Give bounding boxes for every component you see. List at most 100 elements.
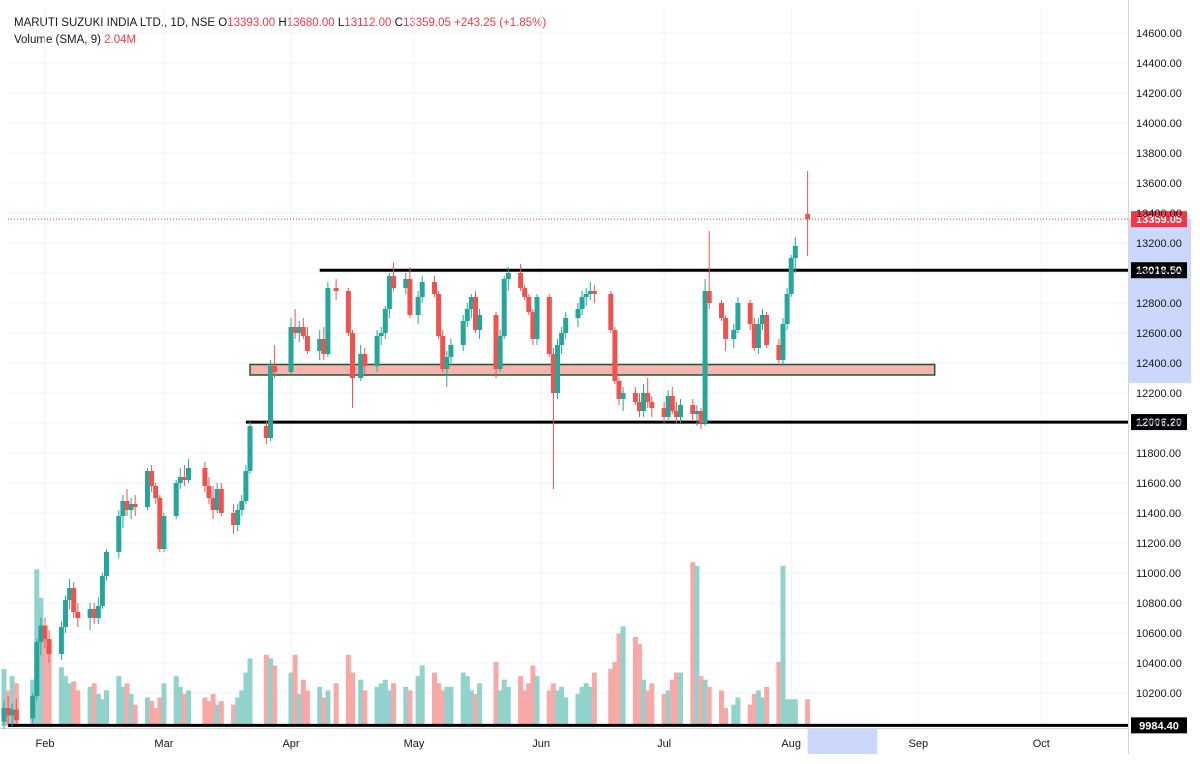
y-tick-label: 12400.00 [1136, 358, 1182, 370]
candle-body [649, 402, 655, 408]
volume-bar [518, 676, 524, 726]
volume-bar [239, 690, 245, 726]
volume-row: Volume (SMA, 9) 2.04M [14, 32, 546, 49]
candle-body [132, 504, 138, 507]
candle [124, 489, 130, 516]
volume-bar [575, 693, 581, 726]
candle-body [731, 330, 737, 339]
candle-body [698, 411, 704, 423]
volume-bar [391, 683, 396, 726]
candle [206, 477, 212, 504]
candle [239, 495, 245, 516]
candle [419, 276, 425, 303]
volume-bar [751, 693, 757, 726]
volume-bar [181, 693, 187, 726]
volume-bar [120, 686, 126, 726]
candle [477, 309, 483, 339]
candle [587, 282, 593, 300]
y-tick-label: 14600.00 [1136, 28, 1182, 40]
candle-body [300, 327, 306, 336]
candle-body [760, 315, 765, 324]
volume-bar [526, 683, 532, 726]
candle-body [706, 291, 712, 303]
candle-body [645, 393, 651, 402]
volume-bar [641, 679, 647, 726]
candle [719, 300, 724, 321]
y-tick-label: 10400.00 [1136, 658, 1182, 670]
candle-body [321, 339, 327, 354]
volume-bar [555, 690, 560, 726]
candle-body [583, 294, 589, 297]
candle [42, 618, 48, 648]
candle [735, 297, 741, 333]
y-tick-label: 13400.00 [1136, 208, 1182, 220]
symbol-title: MARUTI SUZUKI INDIA LTD., 1D, NSE [14, 17, 216, 29]
y-tick-label: 11200.00 [1136, 538, 1181, 550]
price-range-highlight [1129, 219, 1191, 384]
volume-bar [87, 686, 93, 726]
volume-bar [579, 686, 585, 726]
volume-bar [415, 676, 421, 726]
candle [665, 390, 671, 420]
volume-bar [784, 699, 790, 726]
y-tick-label: 10200.00 [1136, 688, 1182, 700]
candle-body [374, 336, 380, 366]
volume-bar [587, 686, 593, 726]
candle [731, 324, 737, 348]
candle-body [214, 489, 220, 510]
volume-bars [1, 562, 811, 726]
volume-bar [661, 693, 667, 726]
x-tick-label: Sep [909, 738, 929, 750]
volume-bar [382, 679, 388, 726]
volume-bar [563, 697, 569, 726]
candle-body [120, 501, 126, 516]
hline-price-tag: 13018.50 [1131, 262, 1187, 279]
candle-body [735, 303, 741, 330]
candle [641, 384, 647, 417]
candle-body [304, 336, 310, 351]
y-tick-label: 13000.00 [1136, 268, 1182, 280]
candle-body [30, 696, 36, 719]
volume-bar [75, 690, 81, 726]
candle-body [678, 405, 683, 417]
candle [760, 309, 765, 330]
x-tick-label: Apr [282, 738, 299, 750]
price-axis[interactable]: 13018.50 12006.20 9984.40 13359.05 14600.00 1… [1131, 28, 1187, 734]
y-tick-label: 11600.00 [1136, 478, 1181, 490]
candle [415, 291, 421, 324]
candle [272, 345, 278, 378]
candle-body [559, 333, 565, 345]
candle [116, 510, 122, 558]
candle-body [202, 468, 208, 486]
volume-bar [350, 672, 355, 726]
volume-bar [210, 693, 216, 726]
y-tick-label: 12800.00 [1136, 298, 1182, 310]
candle [702, 279, 708, 426]
last-price-tag-bg [1131, 211, 1187, 228]
candle [673, 402, 679, 423]
candle [67, 579, 73, 609]
close-value: 13359.05 [402, 17, 451, 29]
candle-body [317, 339, 323, 351]
volume-bar [419, 665, 425, 726]
candle-body [345, 291, 351, 333]
volume-bar [583, 683, 589, 726]
volume-bar [632, 637, 638, 726]
candle [391, 262, 396, 291]
volume-bar [268, 658, 273, 726]
candle-body [468, 297, 474, 309]
volume-bar [407, 690, 413, 726]
candle-body [780, 324, 786, 360]
volume-bar [128, 693, 134, 726]
candle [788, 255, 794, 297]
time-axis[interactable]: Feb Mar Apr May Jun Jul Aug Sep Oct [36, 738, 1050, 750]
candle [157, 495, 163, 552]
candle-body [186, 468, 191, 480]
y-tick-label: 12000.00 [1136, 418, 1182, 430]
candle-body [419, 282, 425, 297]
candle-body [493, 315, 499, 369]
candle [620, 387, 626, 411]
candle [661, 402, 667, 423]
candle [632, 387, 638, 405]
